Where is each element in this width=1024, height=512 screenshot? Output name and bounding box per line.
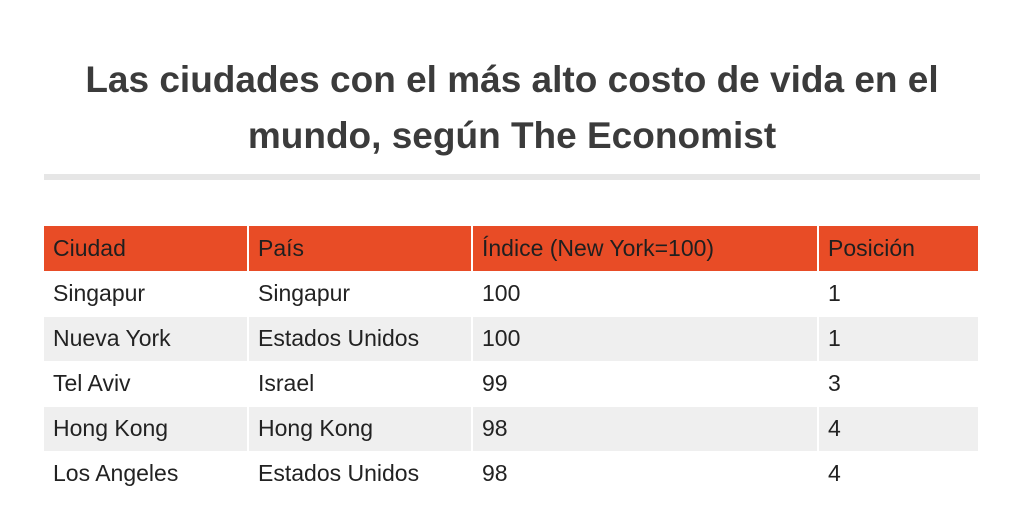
table-row: Los Angeles Estados Unidos 98 4 [44,450,978,496]
column-header-ciudad: Ciudad [44,226,248,271]
table-body: Singapur Singapur 100 1 Nueva York Estados Un… [44,270,978,496]
cell-ciudad: Los Angeles [44,450,248,496]
cell-pais: Singapur [247,270,472,316]
cell-pais: Estados Unidos [247,315,472,361]
cell-indice: 99 [471,360,818,406]
cell-pais: Israel [247,360,472,406]
cell-posicion: 4 [817,450,978,496]
chart-title: Las ciudades con el más alto costo de vi… [85,59,939,156]
cell-posicion: 1 [817,315,978,361]
cell-ciudad: Hong Kong [44,405,248,451]
cell-ciudad: Singapur [44,270,248,316]
cell-ciudad: Nueva York [44,315,248,361]
table-row: Nueva York Estados Unidos 100 1 [44,315,978,361]
data-table: Ciudad País Índice (New York=100) Posici… [44,226,978,496]
title-divider [44,174,980,180]
column-header-pais: País [247,226,472,271]
cell-posicion: 3 [817,360,978,406]
cell-pais: Hong Kong [247,405,472,451]
cell-indice: 100 [471,270,818,316]
cell-indice: 98 [471,405,818,451]
cell-pais: Estados Unidos [247,450,472,496]
table-row: Hong Kong Hong Kong 98 4 [44,405,978,451]
table-header-row: Ciudad País Índice (New York=100) Posici… [44,226,978,271]
cell-indice: 98 [471,450,818,496]
table-row: Tel Aviv Israel 99 3 [44,360,978,406]
cell-indice: 100 [471,315,818,361]
column-header-posicion: Posición [817,226,978,271]
cell-ciudad: Tel Aviv [44,360,248,406]
cell-posicion: 4 [817,405,978,451]
column-header-indice: Índice (New York=100) [471,226,818,271]
cell-posicion: 1 [817,270,978,316]
table-row: Singapur Singapur 100 1 [44,270,978,316]
